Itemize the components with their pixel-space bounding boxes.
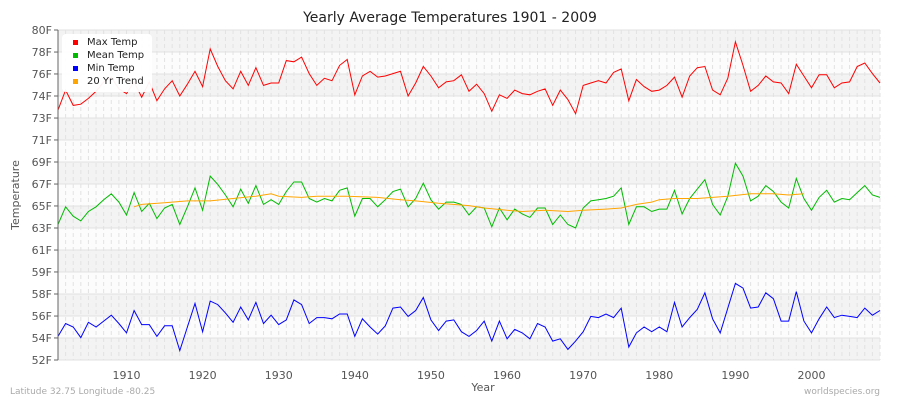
20-yr-trend-legend-label: 20 Yr Trend [87,76,144,87]
y-tick-label: 56F [32,310,52,323]
grid-band [58,206,880,228]
y-tick-label: 76F [32,68,52,81]
mean-temp-legend-label: Mean Temp [87,50,144,61]
x-tick-label: 1930 [265,369,293,382]
min-temp-legend-label: Min Temp [87,63,135,74]
y-tick-label: 54F [32,332,52,345]
mean-temp-legend-swatch [73,53,78,58]
chart-title: Yearly Average Temperatures 1901 - 2009 [302,10,597,26]
min-temp-legend-swatch [73,66,78,71]
x-tick-label: 1980 [645,369,673,382]
y-tick-label: 78F [32,46,52,59]
y-tick-label: 58F [32,288,52,301]
x-tick-label: 1970 [569,369,597,382]
x-tick-label: 1990 [721,369,749,382]
y-tick-label: 69F [32,156,52,169]
y-tick-label: 63F [32,222,52,235]
y-tick-label: 67F [32,178,52,191]
x-axis-label: Year [470,381,495,394]
y-tick-label: 74F [32,90,52,103]
x-tick-label: 1920 [189,369,217,382]
y-tick-label: 59F [32,266,52,279]
y-tick-label: 52F [32,354,52,367]
y-tick-label: 71F [32,134,52,147]
grid-band [58,74,880,96]
x-axis-ticks: 1910 1920 1930 1940 1950 1960 1970 1980 1990 2000 [113,369,826,382]
y-tick-label: 80F [32,24,52,37]
location-caption: Latitude 32.75 Longitude -80.25 [10,387,155,397]
y-tick-label: 73F [32,112,52,125]
max-temp-legend-swatch [73,40,78,45]
max-temp-legend-label: Max Temp [87,37,138,48]
y-tick-label: 61F [32,244,52,257]
x-tick-label: 1960 [493,369,521,382]
source-link[interactable]: worldspecies.org [804,387,880,397]
x-tick-label: 2000 [798,369,826,382]
y-tick-label: 65F [32,200,52,213]
legend: Max Temp Mean Temp Min Temp 20 Yr Trend [62,34,152,92]
y-axis-label: Temperature [9,160,22,231]
x-tick-label: 1940 [341,369,369,382]
y-axis-ticks: 80F 78F 76F 74F 73F 71F 69F 67F 65F 63F 61F 59F 58F 5… [32,24,58,367]
20-yr-trend-legend-swatch [73,79,78,84]
x-tick-label: 1950 [417,369,445,382]
x-tick-label: 1910 [113,369,141,382]
source-text[interactable]: worldspecies.org [804,387,880,397]
